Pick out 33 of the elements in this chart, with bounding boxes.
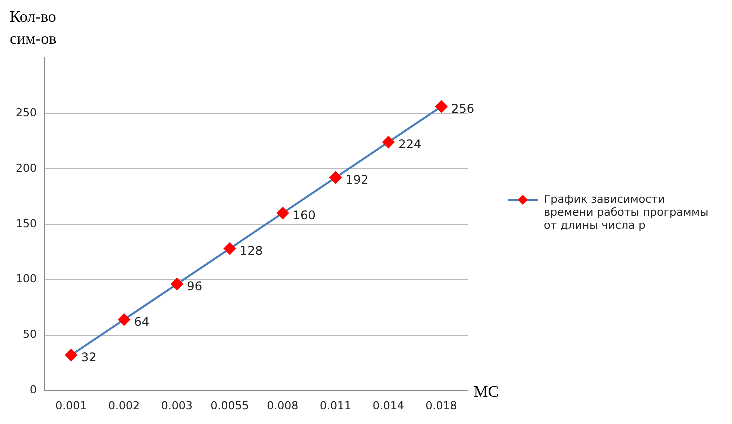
x-tick-label: 0.008 <box>267 399 299 412</box>
point <box>276 207 289 220</box>
y-tick-label: 50 <box>22 328 37 342</box>
data-label: 32 <box>81 350 97 364</box>
data-label: 64 <box>134 314 150 329</box>
data-label: 224 <box>398 137 422 152</box>
point <box>65 349 78 362</box>
data-label: 256 <box>452 102 474 116</box>
point <box>436 100 448 113</box>
x-tick-label: 0.014 <box>372 399 404 412</box>
y-tick-label: 150 <box>16 217 37 230</box>
x-tick-label: 0.001 <box>56 399 88 412</box>
point <box>224 242 236 255</box>
x-tick-label: 0.002 <box>108 399 140 412</box>
y-tick-label: 0 <box>30 384 37 397</box>
y-tick-label: 200 <box>16 162 37 175</box>
data-label: 192 <box>346 172 369 187</box>
y-axis-title: Кол-во сим-ов <box>10 9 58 48</box>
x-tick-label: 0.011 <box>320 399 352 412</box>
x-tick-label: 0.0055 <box>210 399 250 412</box>
data-label: 96 <box>187 279 202 294</box>
x-axis-title: МС <box>474 384 499 402</box>
point <box>382 136 395 148</box>
point <box>330 172 342 184</box>
data-label: 128 <box>240 244 263 258</box>
x-tick-label: 0.003 <box>161 399 193 412</box>
y-tick-label: 250 <box>16 106 37 120</box>
y-tick-label: 100 <box>16 272 37 286</box>
point <box>171 278 184 290</box>
data-label: 160 <box>292 208 316 222</box>
x-tick-label: 0.018 <box>426 399 458 412</box>
point <box>118 314 130 326</box>
legend-label: График зависимости времени работы программы от длины числа p <box>544 192 710 232</box>
